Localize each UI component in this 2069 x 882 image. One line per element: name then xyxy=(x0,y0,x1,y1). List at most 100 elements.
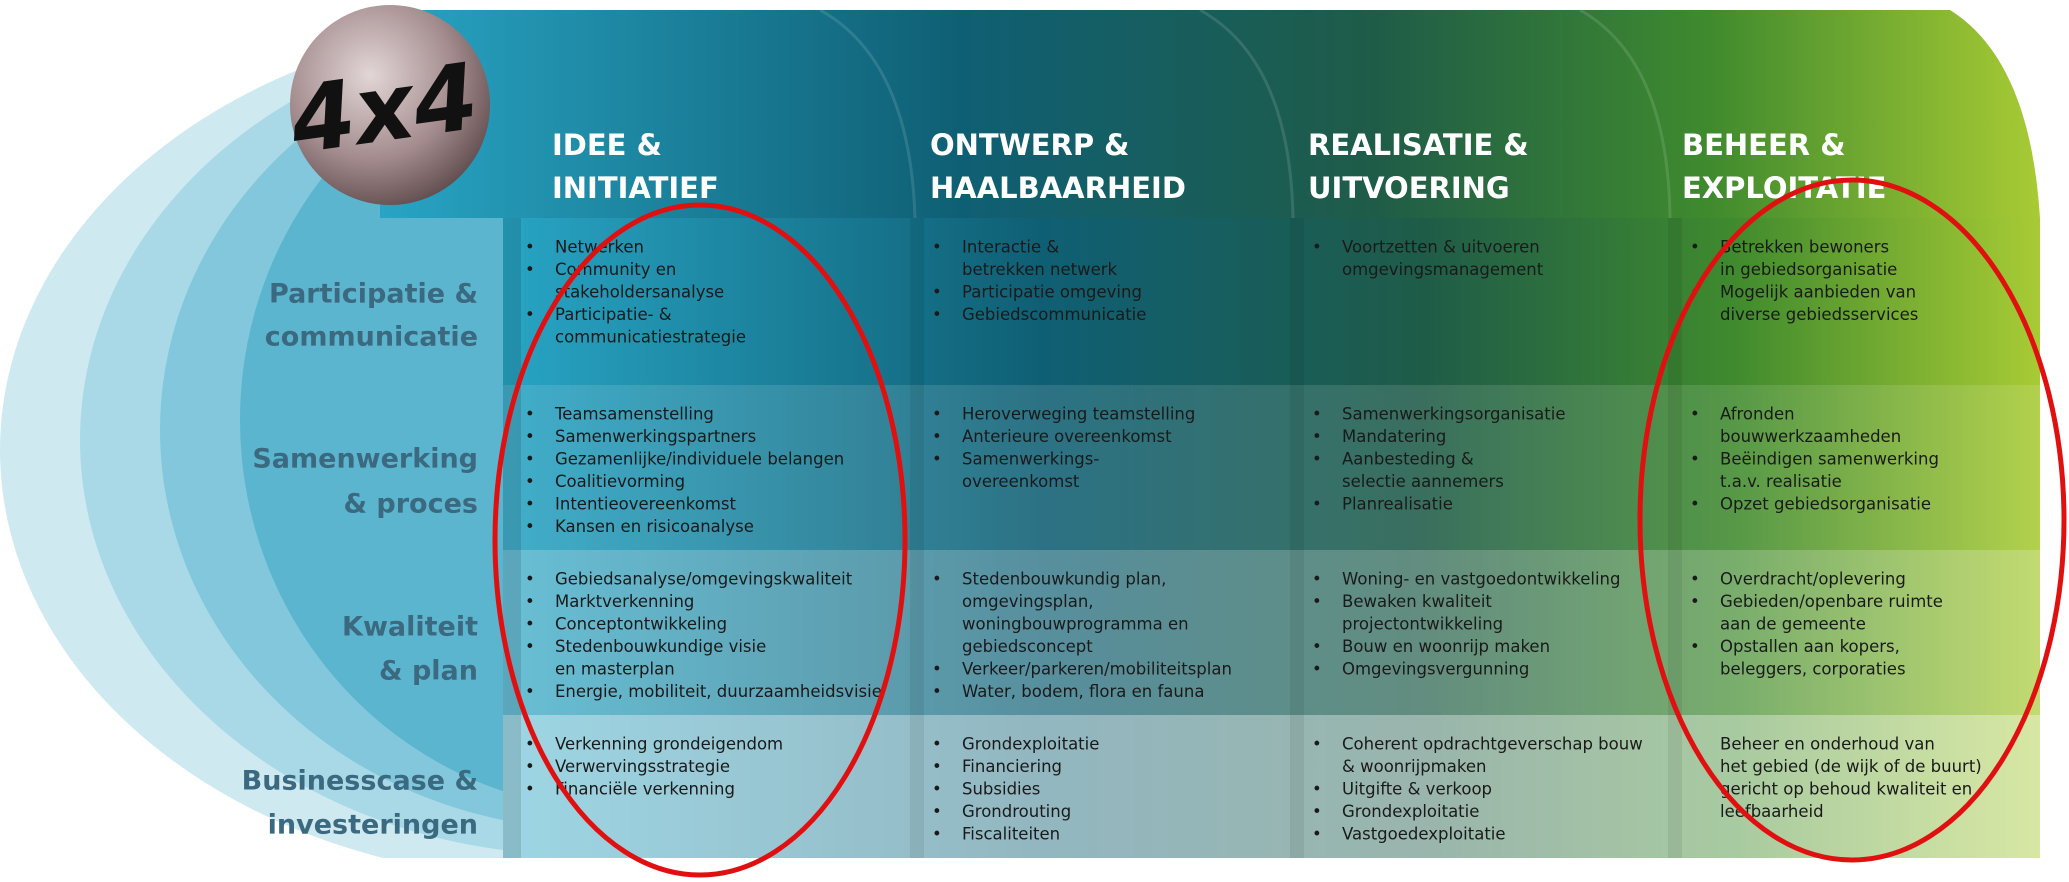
bullet: • xyxy=(525,780,535,799)
cell-item: aan de gemeente xyxy=(1720,615,1866,634)
cell-item: Coherent opdrachtgeverschap bouw xyxy=(1342,735,1643,754)
cell-item: Planrealisatie xyxy=(1342,495,1453,514)
bullet: • xyxy=(1312,570,1322,589)
bullet: • xyxy=(525,405,535,424)
bullet: • xyxy=(932,682,942,701)
cell-item: Grondexploitatie xyxy=(962,735,1099,754)
cell-text: het gebied (de wijk of de buurt) xyxy=(1720,757,1982,776)
bullet: • xyxy=(1690,405,1700,424)
cell-item: Grondrouting xyxy=(962,802,1071,821)
logo-text: 4x4 xyxy=(283,43,484,175)
cell-item: Opstallen aan kopers, xyxy=(1720,637,1900,656)
cell-item: bouwwerkzaamheden xyxy=(1720,427,1901,446)
row-label: Samenwerking xyxy=(252,444,478,475)
cell-item: Intentieovereenkomst xyxy=(555,495,737,514)
cell-item: projectontwikkeling xyxy=(1342,615,1503,634)
row-label: communicatie xyxy=(265,322,478,353)
bullet: • xyxy=(525,615,535,634)
bullet: • xyxy=(525,472,535,491)
bullet: • xyxy=(1690,637,1700,656)
bullet: • xyxy=(932,802,942,821)
cell-item: Gebiedsanalyse/omgevingskwaliteit xyxy=(555,570,853,589)
bullet: • xyxy=(525,260,535,279)
bullet: • xyxy=(932,405,942,424)
cell-item: Gebiedscommunicatie xyxy=(962,305,1146,324)
cell-item: overeenkomst xyxy=(962,472,1080,491)
cell-text: Beheer en onderhoud van xyxy=(1720,735,1935,754)
row-label: & proces xyxy=(343,489,478,520)
cell-item: Gezamenlijke/individuele belangen xyxy=(555,450,844,469)
bullet: • xyxy=(1690,238,1700,257)
bullet: • xyxy=(1690,592,1700,611)
bullet: • xyxy=(1690,450,1700,469)
bullet: • xyxy=(1312,405,1322,424)
cell-item: selectie aannemers xyxy=(1342,472,1504,491)
cell-item: woningbouwprogramma en xyxy=(962,615,1189,634)
bullet: • xyxy=(932,825,942,844)
cell-item: Betrekken bewoners xyxy=(1720,238,1889,257)
bullet: • xyxy=(525,735,535,754)
bullet: • xyxy=(1312,825,1322,844)
cell-item: Mogelijk aanbieden van xyxy=(1720,283,1916,302)
row-label: & plan xyxy=(379,656,478,687)
cell-item: en masterplan xyxy=(555,660,675,679)
cell-item: Samenwerkings- xyxy=(962,450,1099,469)
row-label: Businesscase & xyxy=(242,766,478,797)
cell-item: Mandatering xyxy=(1342,427,1446,446)
bullet: • xyxy=(525,238,535,257)
row-label: investeringen xyxy=(268,810,478,841)
cell-item: Conceptontwikkeling xyxy=(555,615,727,634)
bullet: • xyxy=(525,517,535,536)
cell-item: t.a.v. realisatie xyxy=(1720,472,1842,491)
bullet: • xyxy=(525,570,535,589)
cell-item: Verwervingsstrategie xyxy=(555,757,730,776)
cell-item: Kansen en risicoanalyse xyxy=(555,517,754,536)
bullet: • xyxy=(525,427,535,446)
cell-item: Verkenning grondeigendom xyxy=(555,735,783,754)
cell-item: Heroverweging teamstelling xyxy=(962,405,1195,424)
column-header: ONTWERP & xyxy=(930,128,1129,162)
cell-item: Stedenbouwkundig plan, xyxy=(962,570,1166,589)
bullet: • xyxy=(932,283,942,302)
cell-item: & woonrijpmaken xyxy=(1342,757,1486,776)
bullet: • xyxy=(1312,495,1322,514)
bullet: • xyxy=(932,450,942,469)
bullet: • xyxy=(1690,570,1700,589)
cell-item: beleggers, corporaties xyxy=(1720,660,1906,679)
bullet: • xyxy=(1312,427,1322,446)
bullet: • xyxy=(1312,450,1322,469)
cell-item: Opzet gebiedsorganisatie xyxy=(1720,495,1931,514)
bullet: • xyxy=(1312,660,1322,679)
bullet: • xyxy=(932,427,942,446)
bullet: • xyxy=(1312,637,1322,656)
cell-item: betrekken netwerk xyxy=(962,260,1118,279)
column-header: BEHEER & xyxy=(1682,128,1846,162)
cell-item: Samenwerkingspartners xyxy=(555,427,756,446)
bullet: • xyxy=(525,757,535,776)
cell-item: Financiële verkenning xyxy=(555,780,735,799)
logo: 4x4 xyxy=(283,5,490,205)
cell-item: Beëindigen samenwerking xyxy=(1720,450,1939,469)
column-header: REALISATIE & xyxy=(1308,128,1529,162)
content: IDEE & INITIATIEF ONTWERP & HAALBAARHEID REA… xyxy=(242,128,1982,844)
bullet: • xyxy=(1312,802,1322,821)
column-header: HAALBAARHEID xyxy=(930,171,1186,205)
cell-item: Voortzetten & uitvoeren xyxy=(1342,238,1540,257)
cell-item: Bewaken kwaliteit xyxy=(1342,592,1492,611)
bullet: • xyxy=(525,637,535,656)
cell-item: gebiedsconcept xyxy=(962,637,1093,656)
cell-text: gericht op behoud kwaliteit en xyxy=(1720,780,1972,799)
cell-item: Stedenbouwkundige visie xyxy=(555,637,766,656)
bullet: • xyxy=(932,305,942,324)
cell-item: Marktverkenning xyxy=(555,592,694,611)
cell-item: Overdracht/oplevering xyxy=(1720,570,1906,589)
cell-item: stakeholdersanalyse xyxy=(555,283,724,302)
cell-item: omgevingsplan, xyxy=(962,592,1094,611)
cell-item: Afronden xyxy=(1720,405,1795,424)
cell-item: Teamsamenstelling xyxy=(554,405,714,424)
bullet: • xyxy=(1312,238,1322,257)
cell-item: Financiering xyxy=(962,757,1062,776)
cell-item: omgevingsmanagement xyxy=(1342,260,1544,279)
bullet: • xyxy=(932,570,942,589)
